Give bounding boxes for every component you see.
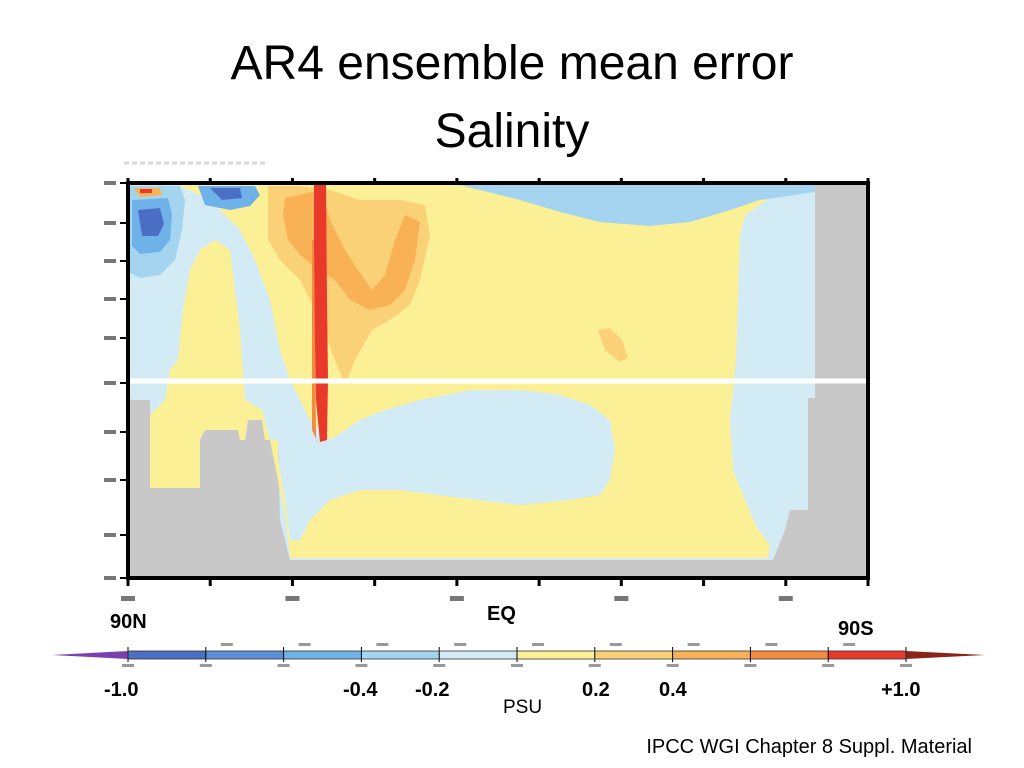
colorbar-minor-label (532, 643, 544, 646)
colorbar-bin (517, 651, 595, 659)
colorbar-minor-label (355, 664, 368, 667)
colorbar-bin (828, 651, 906, 659)
colorbar-minor-label (900, 664, 912, 667)
colorbar-minor-label (277, 664, 290, 667)
colorbar-bin (361, 651, 440, 659)
ocean-region-surface-neg (450, 183, 815, 226)
colorbar-labels: -1.0 -0.4 -0.2 0.2 0.4 +1.0 (104, 679, 920, 701)
depth-ticks (104, 181, 128, 580)
colorbar-label: -0.2 (415, 679, 449, 701)
bottom-tick-text (285, 596, 300, 601)
colorbar-over-arrow (906, 651, 985, 659)
colorbar-minor-label (765, 643, 778, 646)
arctic-neg-c (138, 208, 164, 236)
slide-title-line2: Salinity (434, 105, 590, 158)
colorbar-bin (594, 651, 673, 659)
latitude-ticks (121, 178, 870, 601)
colorbar-minor-label (588, 664, 601, 667)
x-label-eq: EQ (487, 603, 516, 625)
subtropical-pos-blob (598, 328, 628, 362)
arctic-neg-e (210, 188, 242, 200)
depth-tick-text (104, 430, 116, 434)
bottom-tick-text (614, 596, 629, 601)
colorbar-minor-label (511, 664, 523, 667)
colorbar-minor-label (822, 664, 835, 667)
colorbar-bin (750, 651, 829, 659)
colorbar-units: PSU (503, 697, 543, 718)
colorbar-minor-label (609, 643, 622, 646)
plot-frame (126, 181, 870, 580)
depth-tick-text (104, 336, 116, 340)
colorbar-bin (439, 651, 517, 659)
colorbar-label: 0.2 (582, 679, 610, 701)
colorbar-minor-label (220, 643, 233, 646)
colorbar-minor-label (687, 643, 700, 646)
colorbar-minor-label (454, 643, 467, 646)
bottom-tick-text (778, 596, 793, 601)
arctic-pos-b (140, 189, 152, 193)
depth-tick-text (104, 478, 116, 482)
colorbar-under-arrow (52, 651, 128, 659)
colorbar-minor-label (376, 643, 389, 646)
colorbar-bin (128, 651, 206, 659)
slide-title-line1: AR4 ensemble mean error (230, 37, 794, 90)
colorbar-label: +1.0 (881, 679, 920, 701)
colorbar-minor-label (199, 664, 212, 667)
colorbar-label: -0.4 (343, 679, 378, 701)
colorbar-minor-label (666, 664, 679, 667)
colorbar-minor-label (843, 643, 856, 646)
colorbar-bin (205, 651, 284, 659)
depth-tick-text (104, 259, 116, 263)
colorbar-minor-label (433, 664, 446, 667)
source-credit: IPCC WGI Chapter 8 Suppl. Material (646, 736, 972, 758)
colorbar-frame (127, 650, 907, 660)
bottom-tick-text (121, 596, 135, 601)
colorbar-minor-label (744, 664, 757, 667)
x-label-90n: 90N (110, 611, 147, 633)
ocean-region-mid-neg (362, 396, 608, 485)
red-column (314, 184, 328, 442)
depth-tick-text (104, 576, 116, 580)
colorbar-bin (283, 651, 362, 659)
depth-tick-text (104, 181, 116, 185)
depth-tick-text (104, 221, 116, 225)
salinity-field (128, 183, 868, 578)
depth-tick-text (104, 297, 116, 301)
depth-tick-text (104, 533, 116, 537)
colorbar-label: -1.0 (104, 679, 138, 701)
colorbar-label: 0.4 (659, 679, 688, 701)
bottom-tick-text (449, 596, 464, 601)
colorbar-minor-label (298, 643, 311, 646)
x-label-90s: 90S (838, 618, 874, 640)
colorbar-bin (672, 651, 751, 659)
red-column-edge (312, 240, 320, 448)
colorbar (52, 643, 985, 667)
depth-tick-text (104, 381, 116, 385)
colorbar-minor-label (122, 664, 134, 667)
